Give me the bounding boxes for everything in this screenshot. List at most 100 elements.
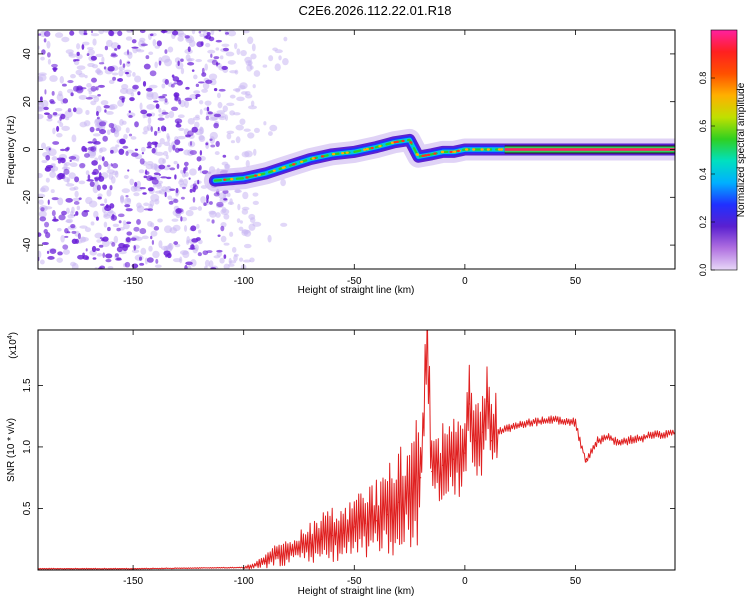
noise-speck bbox=[39, 187, 46, 193]
noise-blob bbox=[173, 241, 179, 245]
noise-blob bbox=[67, 108, 72, 113]
noise-blob bbox=[74, 176, 80, 183]
noise-blob bbox=[117, 44, 121, 50]
noise-speck bbox=[95, 53, 104, 58]
noise-blob bbox=[58, 214, 66, 221]
noise-speck bbox=[189, 206, 198, 211]
noise-blob bbox=[118, 148, 125, 155]
noise-blob bbox=[95, 127, 100, 132]
noise-blob bbox=[158, 164, 166, 170]
noise-speck bbox=[253, 148, 257, 156]
ridge-hotspot bbox=[365, 147, 369, 151]
noise-speck bbox=[200, 196, 206, 204]
noise-blob bbox=[191, 126, 198, 133]
noise-blob bbox=[143, 208, 150, 211]
spectrogram-panel: -150 -100 -50 0 50 -40 -20 0 20 40 Height of str… bbox=[6, 29, 676, 296]
noise-blob bbox=[184, 97, 193, 101]
noise-speck bbox=[187, 264, 192, 269]
noise-blob bbox=[119, 138, 126, 145]
noise-speck bbox=[168, 110, 175, 119]
noise-blob bbox=[112, 76, 116, 81]
noise-speck bbox=[245, 159, 250, 168]
noise-speck bbox=[120, 196, 125, 204]
noise-speck bbox=[106, 169, 115, 174]
noise-blob bbox=[81, 210, 89, 217]
snr-point bbox=[287, 550, 289, 553]
y-tick-label: 1.5 bbox=[22, 378, 33, 392]
noise-speck bbox=[59, 76, 64, 84]
noise-blob bbox=[105, 258, 112, 263]
noise-blob bbox=[198, 30, 202, 34]
noise-blob bbox=[189, 244, 195, 250]
noise-speck bbox=[133, 192, 140, 197]
noise-speck bbox=[58, 90, 63, 97]
noise-speck bbox=[146, 103, 156, 110]
snr-point bbox=[579, 440, 581, 442]
noise-blob bbox=[85, 96, 93, 100]
ridge-hotspot bbox=[272, 169, 276, 172]
noise-blob bbox=[56, 173, 63, 181]
noise-speck bbox=[56, 227, 62, 232]
snr-point bbox=[276, 554, 278, 556]
noise-speck bbox=[227, 30, 237, 37]
noise-blob bbox=[127, 61, 131, 64]
noise-blob bbox=[92, 257, 97, 260]
noise-blob bbox=[180, 58, 184, 62]
noise-blob bbox=[192, 196, 196, 203]
noise-speck bbox=[227, 201, 235, 206]
noise-speck bbox=[143, 202, 150, 207]
noise-blob bbox=[134, 121, 139, 128]
noise-blob bbox=[38, 33, 42, 36]
noise-speck bbox=[75, 69, 83, 75]
noise-blob bbox=[145, 169, 148, 175]
noise-speck bbox=[84, 227, 91, 233]
noise-speck bbox=[125, 60, 131, 67]
noise-blob bbox=[173, 198, 179, 204]
noise-blob bbox=[211, 219, 215, 224]
noise-speck bbox=[262, 64, 268, 68]
noise-speck bbox=[46, 40, 51, 49]
ridge-hotspot bbox=[453, 150, 457, 153]
noise-speck bbox=[93, 96, 100, 103]
noise-blob bbox=[126, 231, 133, 236]
noise-speck bbox=[110, 42, 120, 50]
noise-speck bbox=[150, 230, 158, 237]
snr-point bbox=[663, 434, 665, 436]
noise-blob bbox=[176, 163, 180, 170]
noise-speck bbox=[231, 246, 237, 253]
spectrogram-x-label: Height of straight line (km) bbox=[298, 285, 415, 296]
noise-speck bbox=[60, 234, 65, 243]
noise-speck bbox=[41, 99, 49, 108]
noise-speck bbox=[226, 192, 231, 197]
noise-blob bbox=[145, 55, 150, 60]
snr-point bbox=[342, 532, 344, 534]
ridge-hotspot bbox=[415, 153, 420, 157]
noise-speck bbox=[38, 250, 42, 259]
noise-speck bbox=[125, 127, 130, 134]
noise-speck bbox=[179, 183, 188, 188]
noise-blob bbox=[140, 109, 148, 115]
noise-blob bbox=[53, 67, 57, 72]
noise-blob bbox=[90, 77, 97, 83]
noise-blob bbox=[128, 110, 131, 113]
spectrogram-y-label: Frequency (Hz) bbox=[6, 116, 17, 185]
ridge-hotspot bbox=[427, 153, 431, 157]
noise-speck bbox=[79, 225, 88, 229]
noise-speck bbox=[187, 117, 195, 125]
noise-blob bbox=[189, 150, 197, 155]
noise-speck bbox=[90, 221, 95, 226]
snr-multiplier-close: ) bbox=[8, 332, 19, 335]
noise-blob bbox=[98, 121, 107, 127]
noise-speck bbox=[38, 210, 47, 218]
noise-speck bbox=[252, 200, 259, 206]
noise-speck bbox=[229, 260, 237, 264]
noise-speck bbox=[88, 200, 98, 208]
ridge-hotspot bbox=[292, 163, 296, 166]
noise-speck bbox=[178, 127, 185, 132]
noise-speck bbox=[65, 219, 72, 223]
ridge-hotspot bbox=[341, 151, 345, 155]
noise-speck bbox=[47, 58, 51, 65]
noise-speck bbox=[65, 207, 70, 214]
colorbar-ticks: 0.0 0.2 0.4 0.6 0.8 bbox=[698, 72, 715, 276]
noise-blob bbox=[103, 104, 110, 109]
